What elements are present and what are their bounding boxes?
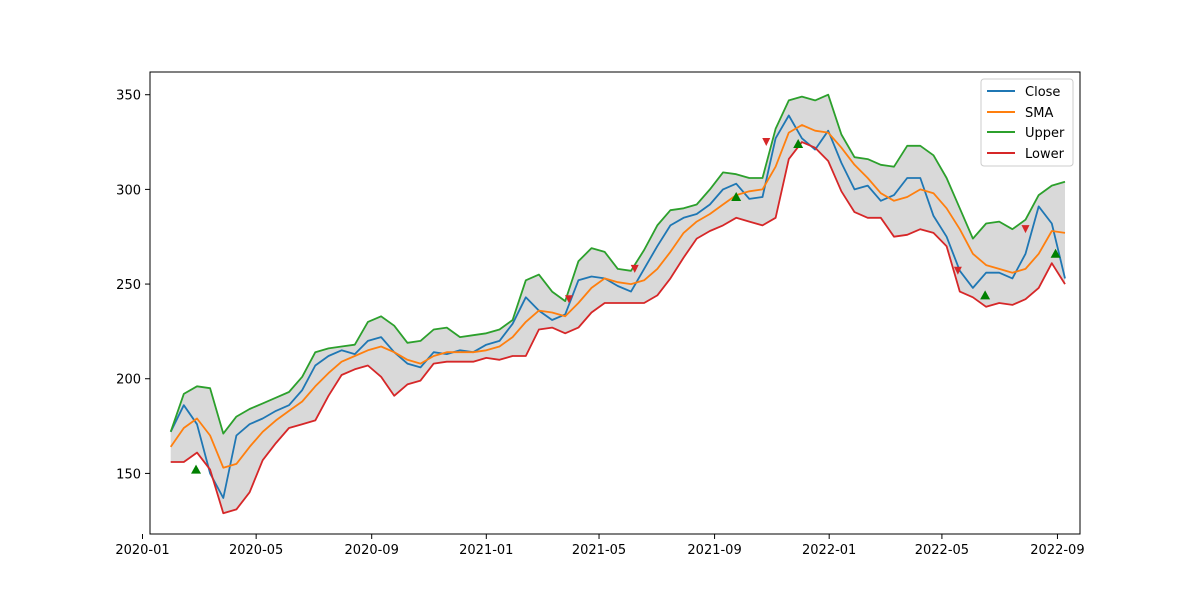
- buy-signal-marker: [731, 191, 742, 201]
- axes-layer: 2020-01 2020-05 2020-09 2021-01 2021-05 2021-…: [115, 89, 1084, 558]
- sell-signal-marker: [953, 266, 962, 275]
- x-tick-label: 2021-09: [687, 543, 741, 558]
- buy-signal-marker: [980, 290, 991, 300]
- legend: Close SMA Upper Lower: [980, 78, 1074, 167]
- x-tick-label: 2022-09: [1030, 543, 1084, 558]
- x-tick-label: 2020-01: [115, 543, 169, 558]
- series-line-upper: [169, 93, 1066, 435]
- legend-label-lower: Lower: [1025, 147, 1065, 162]
- y-tick-label: 350: [116, 89, 141, 104]
- legend-label-close: Close: [1025, 85, 1060, 100]
- signal-markers-layer: [191, 138, 1061, 474]
- x-tick-label: 2022-05: [915, 543, 969, 558]
- plot-frame: [149, 71, 1081, 535]
- buy-signal-marker: [793, 138, 804, 148]
- sell-signal-marker: [762, 138, 771, 147]
- band-fill: [170, 94, 1065, 514]
- x-tick-label: 2022-01: [802, 543, 856, 558]
- series-line-lower: [170, 141, 1066, 515]
- legend-box: [980, 78, 1074, 167]
- band-fill-layer: [170, 94, 1065, 514]
- sell-signal-marker: [564, 295, 573, 304]
- sell-signal-marker: [1021, 225, 1030, 234]
- series-layer: [169, 93, 1066, 515]
- sell-signal-marker: [630, 264, 639, 273]
- series-line-close: [169, 114, 1066, 499]
- x-tick-label: 2020-09: [345, 543, 399, 558]
- y-tick-label: 200: [116, 373, 141, 388]
- y-tick-label: 150: [116, 467, 141, 482]
- buy-signal-marker: [1050, 248, 1061, 258]
- x-tick-label: 2021-05: [572, 543, 626, 558]
- legend-label-sma: SMA: [1025, 106, 1053, 121]
- legend-label-upper: Upper: [1025, 126, 1065, 141]
- buy-signal-marker: [191, 464, 202, 474]
- y-tick-label: 250: [116, 278, 141, 293]
- y-tick-label: 300: [116, 183, 141, 198]
- series-line-sma: [169, 124, 1066, 469]
- x-tick-label: 2021-01: [459, 543, 513, 558]
- x-tick-label: 2020-05: [229, 543, 283, 558]
